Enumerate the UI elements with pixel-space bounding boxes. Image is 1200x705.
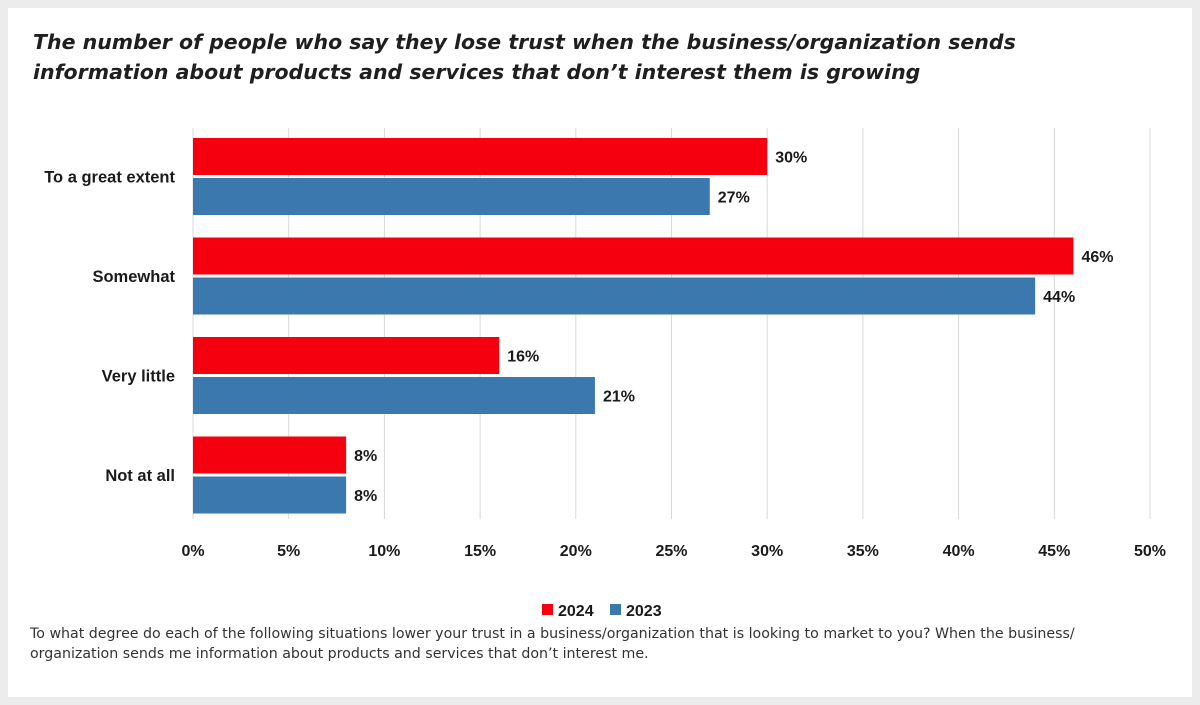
x-tick-label-10: 10%	[368, 543, 400, 560]
bar-not-at-all-2024	[193, 436, 347, 474]
bar-to-a-great-extent-2024	[193, 138, 768, 175]
bar-not-at-all-2023	[193, 476, 347, 514]
bar-somewhat-2024	[193, 237, 1074, 275]
bar-very-little-2024	[193, 337, 500, 374]
data-label-very-little-2024: 16%	[507, 349, 539, 366]
x-tick-label-20: 20%	[560, 543, 592, 560]
category-label-to-a-great-extent: To a great extent	[44, 169, 175, 187]
legend-label-2023: 2023	[626, 603, 662, 620]
legend-swatch-2023	[610, 604, 621, 615]
x-tick-label-25: 25%	[655, 543, 687, 560]
category-label-somewhat: Somewhat	[92, 268, 175, 286]
x-axis-ticks: 0% 5% 10% 15% 20% 25% 30% 35% 40% 45% 50%	[181, 543, 1166, 560]
x-tick-label-35: 35%	[847, 543, 879, 560]
x-tick-label-5: 5%	[277, 543, 300, 560]
x-tick-label-30: 30%	[751, 543, 783, 560]
data-label-not-at-all-2023: 8%	[354, 488, 377, 505]
x-tick-label-0: 0%	[181, 543, 204, 560]
data-label-very-little-2023: 21%	[603, 389, 635, 406]
data-label-to-a-great-extent-2023: 27%	[718, 190, 750, 207]
data-label-to-a-great-extent-2024: 30%	[775, 150, 807, 167]
x-tick-label-45: 45%	[1038, 543, 1070, 560]
data-label-not-at-all-2024: 8%	[354, 448, 377, 465]
legend: 2024 2023	[542, 603, 662, 620]
legend-swatch-2024	[542, 604, 553, 615]
bar-to-a-great-extent-2023	[193, 178, 710, 215]
bars: 30% 27% 46% 44% 16% 21% 8% 8%	[193, 138, 1113, 514]
data-label-somewhat-2023: 44%	[1043, 289, 1075, 306]
category-label-very-little: Very little	[102, 368, 175, 386]
x-tick-label-50: 50%	[1134, 543, 1166, 560]
y-axis-categories: To a great extent Somewhat Very little Not …	[44, 169, 175, 486]
bar-very-little-2023	[193, 377, 595, 414]
legend-label-2024: 2024	[558, 603, 594, 620]
data-label-somewhat-2024: 46%	[1081, 249, 1113, 266]
survey-question-footnote: To what degree do each of the following …	[30, 626, 1075, 662]
x-tick-label-40: 40%	[943, 543, 975, 560]
bar-somewhat-2023	[193, 277, 1036, 315]
category-label-not-at-all: Not at all	[105, 467, 175, 485]
x-tick-label-15: 15%	[464, 543, 496, 560]
chart-title: The number of people who say they lose t…	[33, 30, 1016, 84]
